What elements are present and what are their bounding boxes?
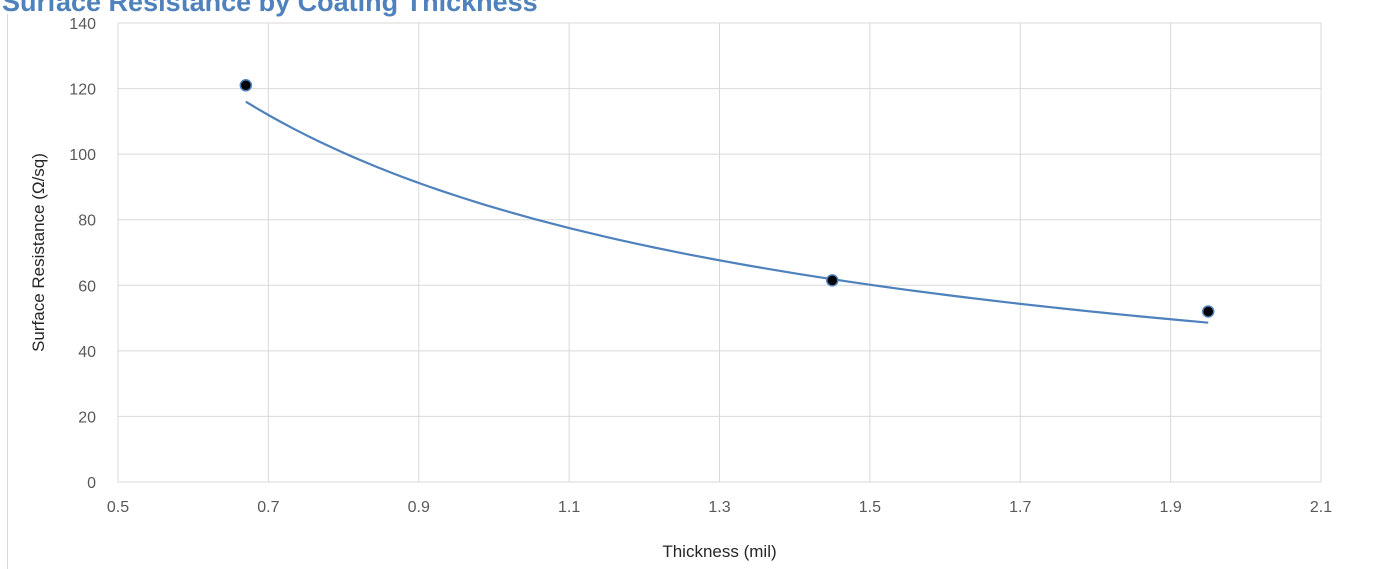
trendline [245, 100, 1209, 324]
x-tick-label: 0.5 [107, 499, 129, 516]
x-tick-label: 0.9 [408, 499, 430, 516]
y-tick-label: 20 [78, 409, 96, 426]
x-axis-title: Thickness (mil) [662, 542, 776, 561]
x-tick-label: 1.1 [558, 499, 580, 516]
y-axis-title: Surface Resistance (Ω/sq) [29, 153, 48, 352]
y-tick-label: 60 [78, 278, 96, 295]
x-tick-label: 0.7 [257, 499, 279, 516]
data-point [239, 79, 253, 92]
data-point [1201, 305, 1215, 318]
y-tick-label: 80 [78, 213, 96, 230]
x-tick-label: 1.7 [1009, 499, 1031, 516]
x-tick-label: 2.1 [1310, 499, 1332, 516]
y-tick-label: 140 [69, 16, 96, 33]
y-tick-label: 100 [69, 147, 96, 164]
x-tick-label: 1.5 [859, 499, 881, 516]
x-tick-label: 1.3 [708, 499, 730, 516]
y-tick-label: 0 [87, 475, 96, 492]
chart-frame [7, 14, 1379, 569]
y-tick-label: 120 [69, 82, 96, 99]
y-tick-label: 40 [78, 344, 96, 361]
chart-title: Surface Resistance by Coating Thickness [2, 0, 538, 17]
data-point [826, 274, 839, 287]
x-tick-label: 1.9 [1160, 499, 1182, 516]
